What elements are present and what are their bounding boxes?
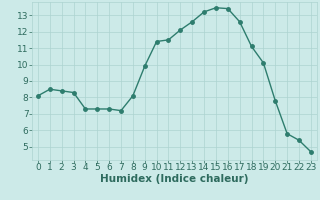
X-axis label: Humidex (Indice chaleur): Humidex (Indice chaleur) bbox=[100, 174, 249, 184]
